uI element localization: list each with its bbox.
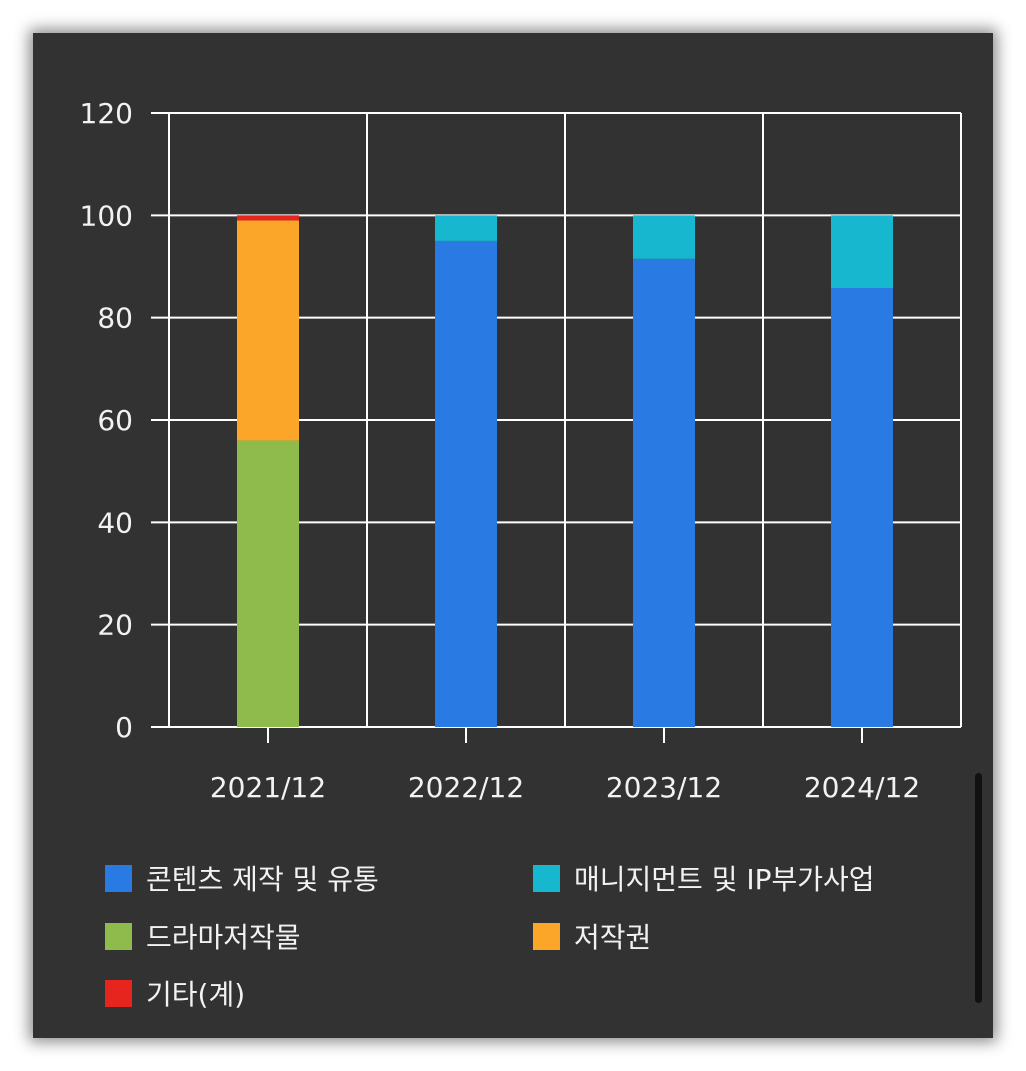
x-tick-label: 2023/12 bbox=[606, 771, 722, 804]
bar-segment bbox=[633, 258, 695, 727]
y-tick-label: 100 bbox=[80, 199, 133, 232]
bar-segment bbox=[831, 215, 893, 288]
stacked-bar-chart: 0 20 40 60 80 100 120 2021/12 2022/12 2023/12 2024… bbox=[80, 97, 962, 804]
chart-panel: 0 20 40 60 80 100 120 2021/12 2022/12 2023/12 2024… bbox=[33, 33, 993, 1038]
bar-segment bbox=[237, 215, 299, 221]
y-tick-label: 80 bbox=[97, 302, 133, 335]
y-tick-label: 20 bbox=[97, 609, 133, 642]
x-tick-label: 2022/12 bbox=[408, 771, 524, 804]
bar-segment bbox=[633, 215, 695, 259]
y-tick-label: 40 bbox=[97, 506, 133, 539]
y-tick-label: 60 bbox=[97, 404, 133, 437]
y-tick-label: 120 bbox=[80, 97, 133, 130]
bar-segment bbox=[237, 220, 299, 441]
bar-segment bbox=[435, 240, 497, 727]
scrollbar[interactable] bbox=[975, 773, 982, 1003]
x-tick-label: 2021/12 bbox=[210, 771, 326, 804]
bar-segment bbox=[435, 215, 497, 241]
y-tick-label: 0 bbox=[115, 711, 133, 744]
x-tick-label: 2024/12 bbox=[804, 771, 920, 804]
bar-segment bbox=[831, 287, 893, 727]
bar-segment bbox=[237, 440, 299, 727]
